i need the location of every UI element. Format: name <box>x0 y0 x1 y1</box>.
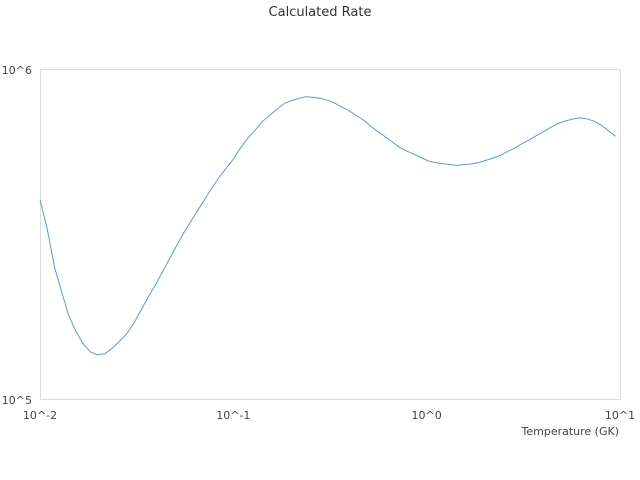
x-tick-label: 10^-1 <box>216 409 250 422</box>
x-tick-label: 10^-2 <box>23 409 57 422</box>
x-tick-label: 10^0 <box>412 409 442 422</box>
x-axis-title: Temperature (GK) <box>521 425 620 438</box>
y-axis-ticks: 10^5 10^6 <box>2 64 32 407</box>
chart-title: Calculated Rate <box>269 5 372 20</box>
y-tick-label: 10^6 <box>2 64 32 77</box>
y-tick-label: 10^5 <box>2 394 32 407</box>
plot-area-frame <box>40 69 621 400</box>
series-layer <box>39 96 616 356</box>
series-line <box>39 96 616 356</box>
x-tick-label: 10^1 <box>605 409 635 422</box>
x-axis-ticks: 10^-2 10^-1 10^0 10^1 <box>23 409 635 422</box>
